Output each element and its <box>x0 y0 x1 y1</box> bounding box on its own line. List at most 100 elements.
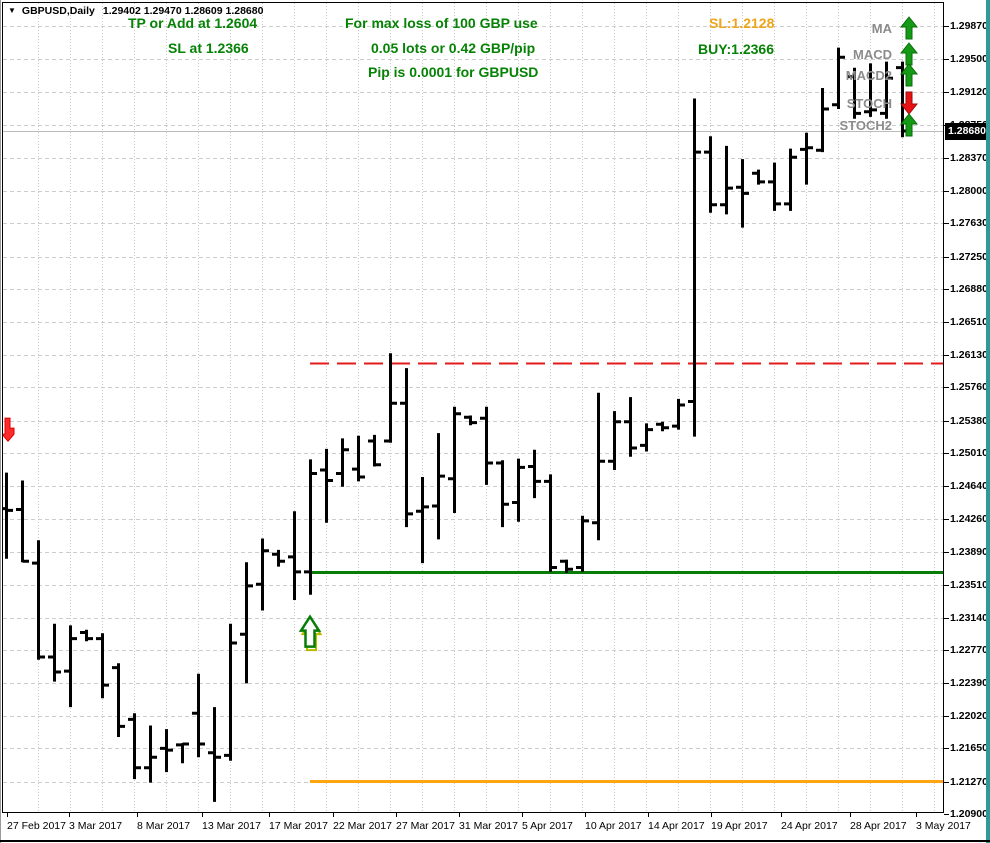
ohlc-bar-23-Mar <box>336 438 349 487</box>
buy-arrow-shadow <box>300 618 323 652</box>
window-edge-strip <box>986 0 990 843</box>
window-frame-left <box>0 0 1 843</box>
signal-label-stoch: STOCH <box>846 96 892 111</box>
price-tick <box>944 814 949 815</box>
ohlc-bar-23-Apr <box>752 169 765 185</box>
ohlc-bar-1-Mar <box>32 540 45 660</box>
price-label: 1.20900 <box>950 808 988 820</box>
price-tick <box>944 59 949 60</box>
price-tick <box>944 92 949 93</box>
annotation-buy-price: BUY:1.2366 <box>698 41 775 57</box>
time-tick <box>7 813 8 817</box>
ohlc-bar-10-Mar <box>160 729 173 773</box>
ohlc-bar-31-Mar <box>448 406 461 513</box>
ohlc-bar-25-Apr <box>784 148 797 211</box>
time-tick <box>269 813 270 817</box>
time-tick <box>711 813 712 817</box>
time-label: 27 Mar 2017 <box>396 820 455 832</box>
time-label: 19 Apr 2017 <box>711 820 768 832</box>
price-tick <box>944 191 949 192</box>
price-tick <box>944 387 949 388</box>
price-label: 1.21270 <box>950 776 988 788</box>
ohlc-bar-4-Apr <box>496 460 509 528</box>
ohlc-bar-16-Mar <box>240 562 253 684</box>
ohlc-bar-24-Mar <box>352 435 365 482</box>
ohlc-bar-17-Mar <box>256 538 269 611</box>
annotation-pip-info: Pip is 0.0001 for GBPUSD <box>368 64 539 80</box>
time-label: 27 Feb 2017 <box>7 820 66 832</box>
ohlc-bar-28-Apr <box>832 47 845 109</box>
time-tick <box>137 813 138 817</box>
price-tick <box>944 223 949 224</box>
chart-title-ohlc: 1.29402 1.29470 1.28609 1.28680 <box>102 5 264 17</box>
price-tick <box>944 322 949 323</box>
price-tick <box>944 782 949 783</box>
ohlc-bar-27-Feb <box>3 472 13 559</box>
price-label: 1.28000 <box>950 185 988 197</box>
ohlc-bar-21-Mar <box>304 459 317 595</box>
price-tick <box>944 519 949 520</box>
price-label: 1.29500 <box>950 53 988 65</box>
time-tick <box>781 813 782 817</box>
ohlc-bar-24-Apr <box>768 162 781 211</box>
signal-arrow-up-icon <box>899 16 920 40</box>
symbol-dropdown-icon[interactable]: ▼ <box>8 6 16 15</box>
ohlc-bar-18-Apr <box>688 98 701 437</box>
ohlc-bar-27-Apr <box>816 88 829 153</box>
price-label: 1.24640 <box>950 480 988 492</box>
ohlc-bar-2-Apr <box>464 415 477 426</box>
ohlc-bar-8-Mar <box>128 713 141 780</box>
signal-arrow-up-icon <box>899 63 920 87</box>
annotation-tp-add: TP or Add at 1.2604 <box>128 15 258 31</box>
ohlc-bar-20-Apr <box>720 145 733 215</box>
price-tick <box>944 158 949 159</box>
price-label: 1.24260 <box>950 513 988 525</box>
time-tick <box>585 813 586 817</box>
time-label: 14 Apr 2017 <box>648 820 705 832</box>
ohlc-bar-9-Apr <box>560 559 573 573</box>
time-tick <box>396 813 397 817</box>
ohlc-bar-5-Mar <box>80 629 93 642</box>
chart-title-symbol: GBPUSD,Daily <box>21 5 95 17</box>
price-tick <box>944 257 949 258</box>
signal-label-macd2: MACD2 <box>845 68 892 83</box>
time-label: 17 Mar 2017 <box>269 820 328 832</box>
price-label: 1.29870 <box>950 20 988 32</box>
price-tick <box>944 716 949 717</box>
time-tick <box>522 813 523 817</box>
ohlc-bar-14-Apr <box>640 423 653 452</box>
ohlc-bar-5-Apr <box>512 458 525 522</box>
window-frame-bottom <box>0 840 990 842</box>
price-tick <box>944 453 949 454</box>
time-tick <box>202 813 203 817</box>
ohlc-bar-3-Apr <box>480 406 493 485</box>
chart-title: ▼ GBPUSD,Daily 1.29402 1.29470 1.28609 1.2… <box>8 5 263 19</box>
ohlc-bar-27-Mar <box>384 353 397 443</box>
ohlc-bar-7-Mar <box>112 663 125 737</box>
price-label: 1.26880 <box>950 283 988 295</box>
ohlc-bar-11-Apr <box>592 392 605 541</box>
time-label: 31 Mar 2017 <box>459 820 518 832</box>
price-tick <box>944 552 949 553</box>
time-tick <box>648 813 649 817</box>
chart-border <box>2 2 944 813</box>
price-label: 1.27630 <box>950 217 988 229</box>
ohlc-bar-9-Mar <box>144 725 157 783</box>
ohlc-bar-13-Apr <box>624 397 637 457</box>
price-tick <box>944 650 949 651</box>
signal-arrow-up-icon <box>899 113 920 137</box>
signal-label-stoch2: STOCH2 <box>839 118 893 133</box>
ohlc-bar-10-Apr <box>576 515 589 572</box>
plot-area[interactable] <box>0 3 943 815</box>
time-tick <box>459 813 460 817</box>
ohlc-bar-7-Apr <box>544 474 557 572</box>
annotation-max-loss: For max loss of 100 GBP use <box>345 15 538 31</box>
time-label: 28 Apr 2017 <box>850 820 907 832</box>
time-label: 10 Apr 2017 <box>585 820 642 832</box>
price-label: 1.26130 <box>950 349 988 361</box>
price-tick <box>944 289 949 290</box>
signal-panel: MA MACD MACD2 STOCH STOCH2 <box>770 14 920 144</box>
signal-label-macd: MACD <box>853 47 892 62</box>
ohlc-bar-12-Apr <box>608 411 621 470</box>
